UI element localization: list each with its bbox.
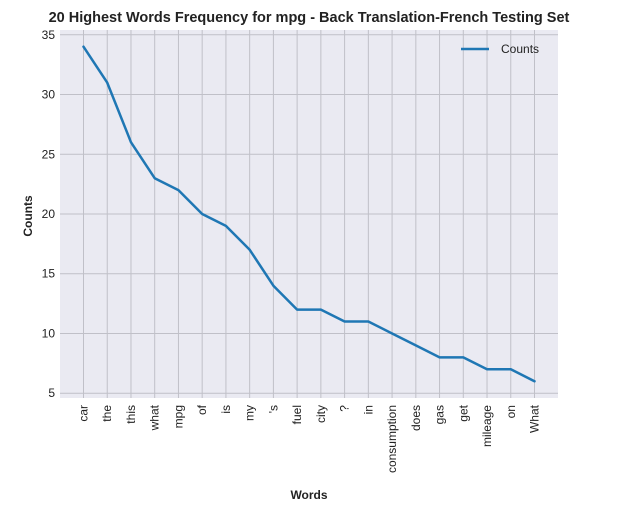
grid-lines [60, 30, 558, 398]
y-tick-label: 5 [48, 386, 55, 400]
chart-title: 20 Highest Words Frequency for mpg - Bac… [49, 10, 570, 26]
x-tick-label: in [361, 405, 375, 414]
x-tick-label: mileage [480, 405, 494, 447]
legend: Counts [461, 42, 539, 56]
x-tick-label: of [195, 404, 209, 415]
series-line-counts [82, 45, 536, 383]
x-tick-label: What [528, 404, 542, 433]
x-tick-label: my [243, 405, 257, 421]
x-tick-label: consumption [385, 405, 399, 473]
x-tick-label: city [314, 405, 328, 423]
x-tick-label: car [77, 405, 91, 422]
y-tick-label: 20 [42, 207, 56, 221]
x-tick-label: what [148, 404, 162, 431]
y-tick-label: 25 [42, 147, 56, 161]
axis-ticks: car the this what mpg of is my 's fuel city? in cons… [42, 28, 542, 473]
x-tick-label: fuel [290, 405, 304, 424]
x-axis-label: Words [290, 488, 327, 502]
y-axis-label: Counts [21, 195, 35, 237]
y-tick-label: 30 [42, 88, 56, 102]
x-tick-label: get [456, 404, 470, 421]
y-tick-label: 15 [42, 267, 56, 281]
legend-label-counts: Counts [501, 42, 539, 56]
x-tick-label: on [504, 405, 518, 418]
y-tick-label: 35 [42, 28, 56, 42]
x-tick-label: this [124, 405, 138, 424]
x-tick-label: mpg [171, 405, 185, 428]
x-tick-label: 's [266, 405, 280, 413]
x-tick-label: does [409, 405, 423, 431]
x-tick-label: gas [433, 405, 447, 424]
x-tick-label: the [100, 405, 114, 422]
y-tick-label: 10 [42, 326, 56, 340]
series-layer [82, 45, 536, 383]
x-tick-label: ? [338, 405, 352, 412]
x-tick-label: is [219, 405, 233, 414]
